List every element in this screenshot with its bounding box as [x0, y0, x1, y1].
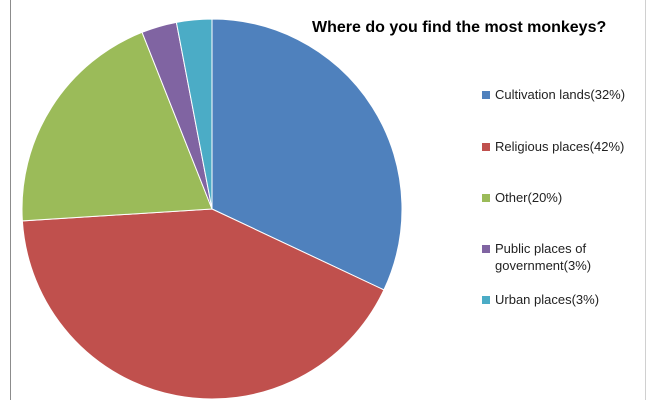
chart-title: Where do you find the most monkeys? — [312, 19, 607, 36]
legend-item-urban-places: Urban places(3%) — [482, 291, 645, 308]
pie-slice-urban-places — [175, 18, 213, 210]
legend-item-public-places-of-government: Public places of government(3%) — [482, 240, 645, 274]
legend-item-other: Other(20%) — [482, 189, 645, 206]
pie-slice-cultivation-lands — [211, 18, 403, 291]
legend-swatch — [482, 91, 490, 99]
pie-slice-religious-places — [21, 208, 385, 400]
legend-swatch — [482, 296, 490, 304]
legend-label: Religious places(42%) — [495, 139, 625, 154]
legend-swatch — [482, 194, 490, 202]
legend-label: Other(20%) — [495, 190, 563, 205]
legend-item-cultivation-lands: Cultivation lands(32%) — [482, 86, 645, 103]
legend-label: Public places of government(3%) — [495, 241, 592, 273]
legend-swatch — [482, 245, 490, 253]
legend-item-religious-places: Religious places(42%) — [482, 138, 645, 155]
legend-label: Urban places(3%) — [495, 292, 600, 307]
legend-swatch — [482, 143, 490, 151]
legend-label: Cultivation lands(32%) — [495, 87, 626, 102]
pie-slice-other — [21, 31, 213, 222]
